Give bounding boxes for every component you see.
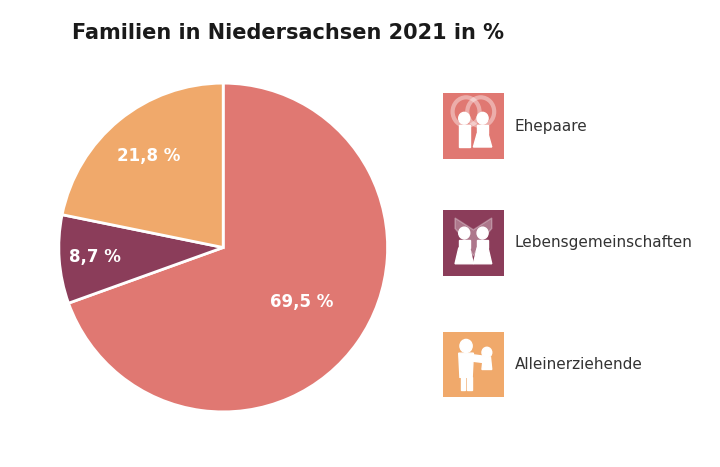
Circle shape <box>477 113 488 124</box>
Polygon shape <box>470 354 487 363</box>
Polygon shape <box>477 240 488 248</box>
Polygon shape <box>474 134 492 147</box>
Polygon shape <box>474 248 492 264</box>
Polygon shape <box>459 125 469 147</box>
Circle shape <box>459 227 469 239</box>
Polygon shape <box>477 125 488 134</box>
Text: 69,5 %: 69,5 % <box>269 293 333 311</box>
Wedge shape <box>59 215 223 303</box>
Text: Ehepaare: Ehepaare <box>515 119 588 134</box>
Circle shape <box>459 113 469 124</box>
Polygon shape <box>459 353 474 377</box>
Wedge shape <box>62 83 223 248</box>
Text: Familien in Niedersachsen 2021 in %: Familien in Niedersachsen 2021 in % <box>72 23 504 43</box>
Polygon shape <box>455 218 492 256</box>
Circle shape <box>477 227 488 239</box>
Polygon shape <box>482 358 492 369</box>
Text: Alleinerziehende: Alleinerziehende <box>515 357 643 372</box>
Polygon shape <box>459 240 469 248</box>
Polygon shape <box>461 377 465 390</box>
Circle shape <box>460 340 472 353</box>
Circle shape <box>482 347 492 358</box>
Polygon shape <box>455 248 474 264</box>
Text: 21,8 %: 21,8 % <box>117 147 180 165</box>
Text: Lebensgemeinschaften: Lebensgemeinschaften <box>515 235 693 250</box>
Text: 8,7 %: 8,7 % <box>69 248 121 266</box>
Polygon shape <box>467 377 472 390</box>
Wedge shape <box>68 83 387 412</box>
